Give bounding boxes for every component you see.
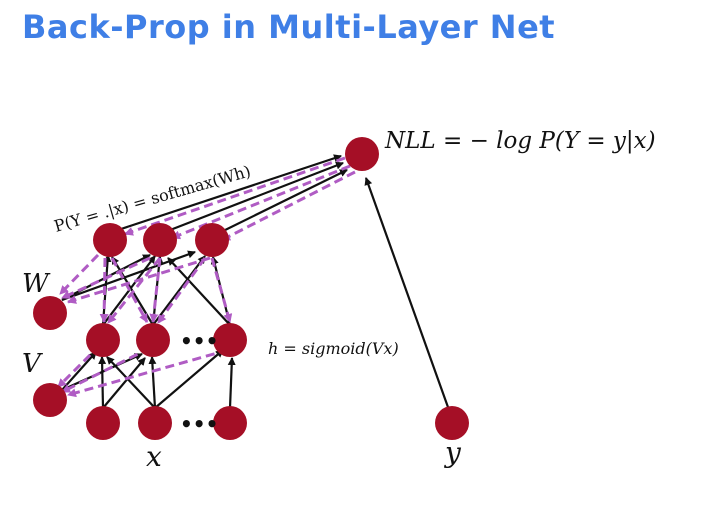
- forward-arrow: [61, 250, 196, 302]
- backward-arrow: [221, 170, 356, 242]
- forward-arrows: [61, 154, 451, 411]
- forward-arrow: [164, 161, 344, 234]
- nodes: [33, 137, 469, 440]
- nll-label: NLL = − log P(Y = y|x): [384, 128, 656, 154]
- backward-arrow: [67, 256, 211, 304]
- nll-node: [345, 137, 379, 171]
- input-node: [86, 406, 120, 440]
- output-node: [195, 223, 229, 257]
- input-node: [138, 406, 172, 440]
- y-label: y: [443, 436, 462, 469]
- sigmoid-label: h = sigmoid(Vx): [268, 339, 399, 358]
- forward-arrow: [117, 154, 342, 232]
- backward-arrow: [124, 156, 346, 236]
- x-label: x: [146, 440, 162, 473]
- forward-arrow: [61, 351, 97, 391]
- backward-arrow: [99, 257, 109, 323]
- hidden-node: [213, 323, 247, 357]
- backward-arrow: [110, 257, 149, 323]
- hidden-node: [136, 323, 170, 357]
- target-y-node: [435, 406, 469, 440]
- output-node: [143, 223, 177, 257]
- forward-arrow: [227, 357, 236, 409]
- input-node: [213, 406, 247, 440]
- output-node: [93, 223, 127, 257]
- forward-arrow: [61, 352, 143, 392]
- forward-arrow: [154, 349, 224, 409]
- weight-w-node: [33, 296, 67, 330]
- backward-arrow: [61, 346, 151, 394]
- forward-arrow: [152, 255, 206, 326]
- input-ellipsis: •••: [180, 412, 218, 436]
- backward-arrow: [149, 257, 162, 323]
- backward-arrow: [58, 253, 100, 296]
- backward-arrows: [56, 156, 356, 398]
- weight-v-node: [33, 383, 67, 417]
- w-label: W: [22, 269, 51, 299]
- backward-arrow: [210, 257, 233, 323]
- backward-arrow: [171, 164, 351, 240]
- hidden-node: [86, 323, 120, 357]
- v-label: V: [22, 349, 43, 379]
- forward-arrow: [98, 356, 107, 409]
- slide-title: Back-Prop in Multi-Layer Net: [22, 8, 556, 46]
- forward-arrow: [216, 169, 348, 235]
- forward-arrow: [148, 356, 157, 409]
- hidden-ellipsis: •••: [180, 329, 218, 353]
- forward-arrow: [364, 177, 451, 411]
- forward-arrow: [102, 357, 146, 409]
- backward-arrow: [56, 343, 102, 389]
